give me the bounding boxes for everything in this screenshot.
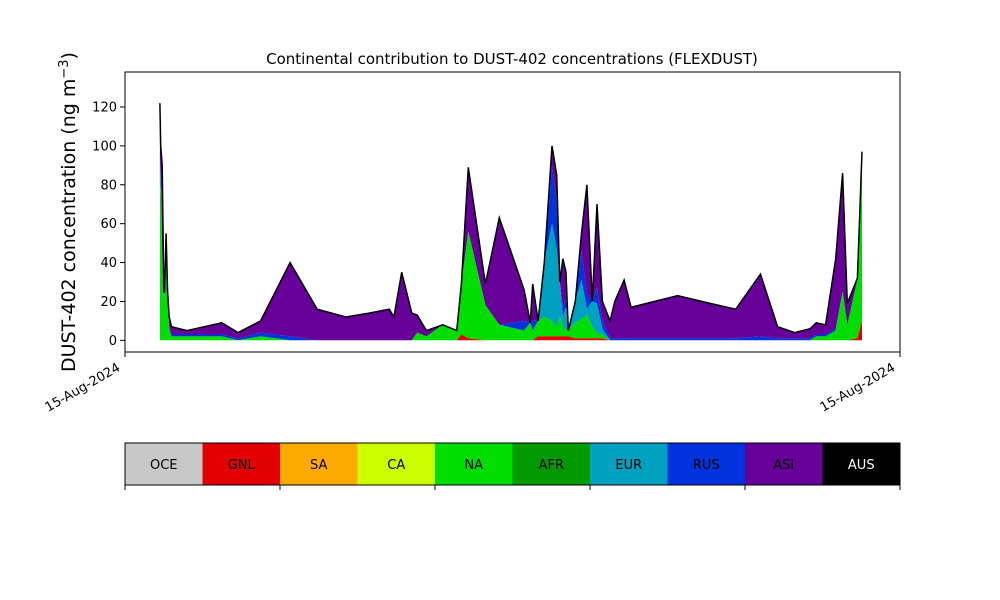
legend-label-ca: CA [387, 458, 405, 473]
legend-swatch-na [435, 443, 513, 485]
legend-label-gnl: GNL [228, 458, 256, 473]
series-line-total [159, 103, 863, 334]
legend-swatch-afr [512, 443, 591, 485]
y-ticks: 0 20 40 60 80 100 120 [92, 101, 125, 349]
legend-swatch-gnl [202, 443, 281, 485]
legend-swatch-aus [822, 443, 901, 485]
y-tick-label: 0 [109, 334, 117, 349]
legend-label-afr: AFR [539, 458, 564, 473]
y-tick-label: 40 [100, 256, 117, 271]
chart-title: Continental contribution to DUST-402 con… [266, 50, 758, 68]
legend-colorbar: OCE GNL SA CA NA AFR EUR RUS ASI AUS [124, 442, 901, 490]
legend-swatch-eur [590, 443, 668, 485]
y-axis-label: DUST-402 concentration (ng m−3) [57, 52, 80, 372]
legend-label-aus: AUS [848, 458, 875, 473]
legend-frame [124, 442, 901, 486]
y-tick-label: 20 [100, 295, 117, 310]
legend-swatch-ca [357, 443, 436, 485]
y-axis-label-sup: −3 [57, 59, 72, 78]
plot-area [159, 103, 863, 341]
legend-label-eur: EUR [615, 458, 642, 473]
legend-label-oce: OCE [150, 458, 178, 473]
y-tick-label: 100 [92, 139, 117, 154]
y-axis-label-close: ) [58, 52, 80, 59]
y-tick-label: 120 [92, 101, 117, 116]
legend-label-sa: SA [310, 458, 327, 473]
series-area-asi [159, 103, 862, 341]
x-tick-label-left: 15-Aug-2024 [43, 360, 123, 415]
y-tick-label: 80 [100, 178, 117, 193]
y-axis-label-main: DUST-402 concentration (ng m [58, 79, 80, 372]
legend-swatch-oce [125, 443, 203, 485]
legend-label-na: NA [464, 458, 483, 473]
x-tick-label-right: 15-Aug-2024 [818, 360, 898, 415]
legend-label-rus: RUS [693, 458, 720, 473]
legend-label-asi: ASI [773, 458, 794, 473]
legend-swatch-rus [667, 443, 746, 485]
y-tick-label: 60 [100, 217, 117, 232]
legend-swatch-sa [280, 443, 358, 485]
axes-frame [124, 71, 901, 353]
legend-swatch-asi [745, 443, 823, 485]
